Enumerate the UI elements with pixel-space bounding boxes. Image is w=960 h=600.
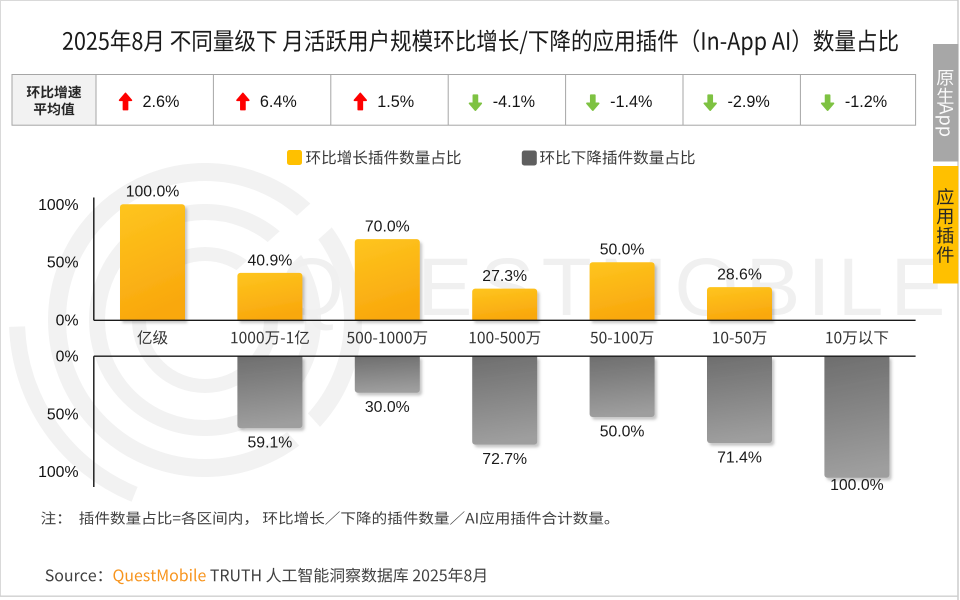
- svg-text:100.0%: 100.0%: [126, 184, 180, 201]
- svg-text:0%: 0%: [56, 349, 79, 366]
- svg-text:50.0%: 50.0%: [600, 423, 645, 440]
- svg-text:6.4%: 6.4%: [260, 93, 297, 111]
- svg-text:-1.4%: -1.4%: [610, 93, 652, 111]
- svg-text:1.5%: 1.5%: [377, 93, 414, 111]
- svg-text:71.4%: 71.4%: [717, 449, 762, 466]
- svg-text:100%: 100%: [38, 464, 78, 481]
- svg-text:40.9%: 40.9%: [248, 252, 293, 269]
- svg-text:30.0%: 30.0%: [365, 399, 410, 416]
- svg-text:100.0%: 100.0%: [830, 477, 884, 494]
- svg-text:50%: 50%: [47, 255, 79, 272]
- svg-text:72.7%: 72.7%: [482, 451, 527, 468]
- svg-text:2.6%: 2.6%: [143, 93, 180, 111]
- svg-text:-2.9%: -2.9%: [728, 93, 770, 111]
- svg-text:28.6%: 28.6%: [717, 267, 762, 284]
- svg-text:59.1%: 59.1%: [248, 434, 293, 451]
- svg-text:-1.2%: -1.2%: [845, 93, 887, 111]
- svg-text:50.0%: 50.0%: [600, 242, 645, 259]
- svg-text:50%: 50%: [47, 407, 79, 424]
- svg-text:27.3%: 27.3%: [482, 268, 527, 285]
- svg-text:70.0%: 70.0%: [365, 219, 410, 236]
- svg-text:-4.1%: -4.1%: [493, 93, 535, 111]
- svg-text:100%: 100%: [38, 197, 78, 214]
- svg-text:0%: 0%: [56, 312, 79, 329]
